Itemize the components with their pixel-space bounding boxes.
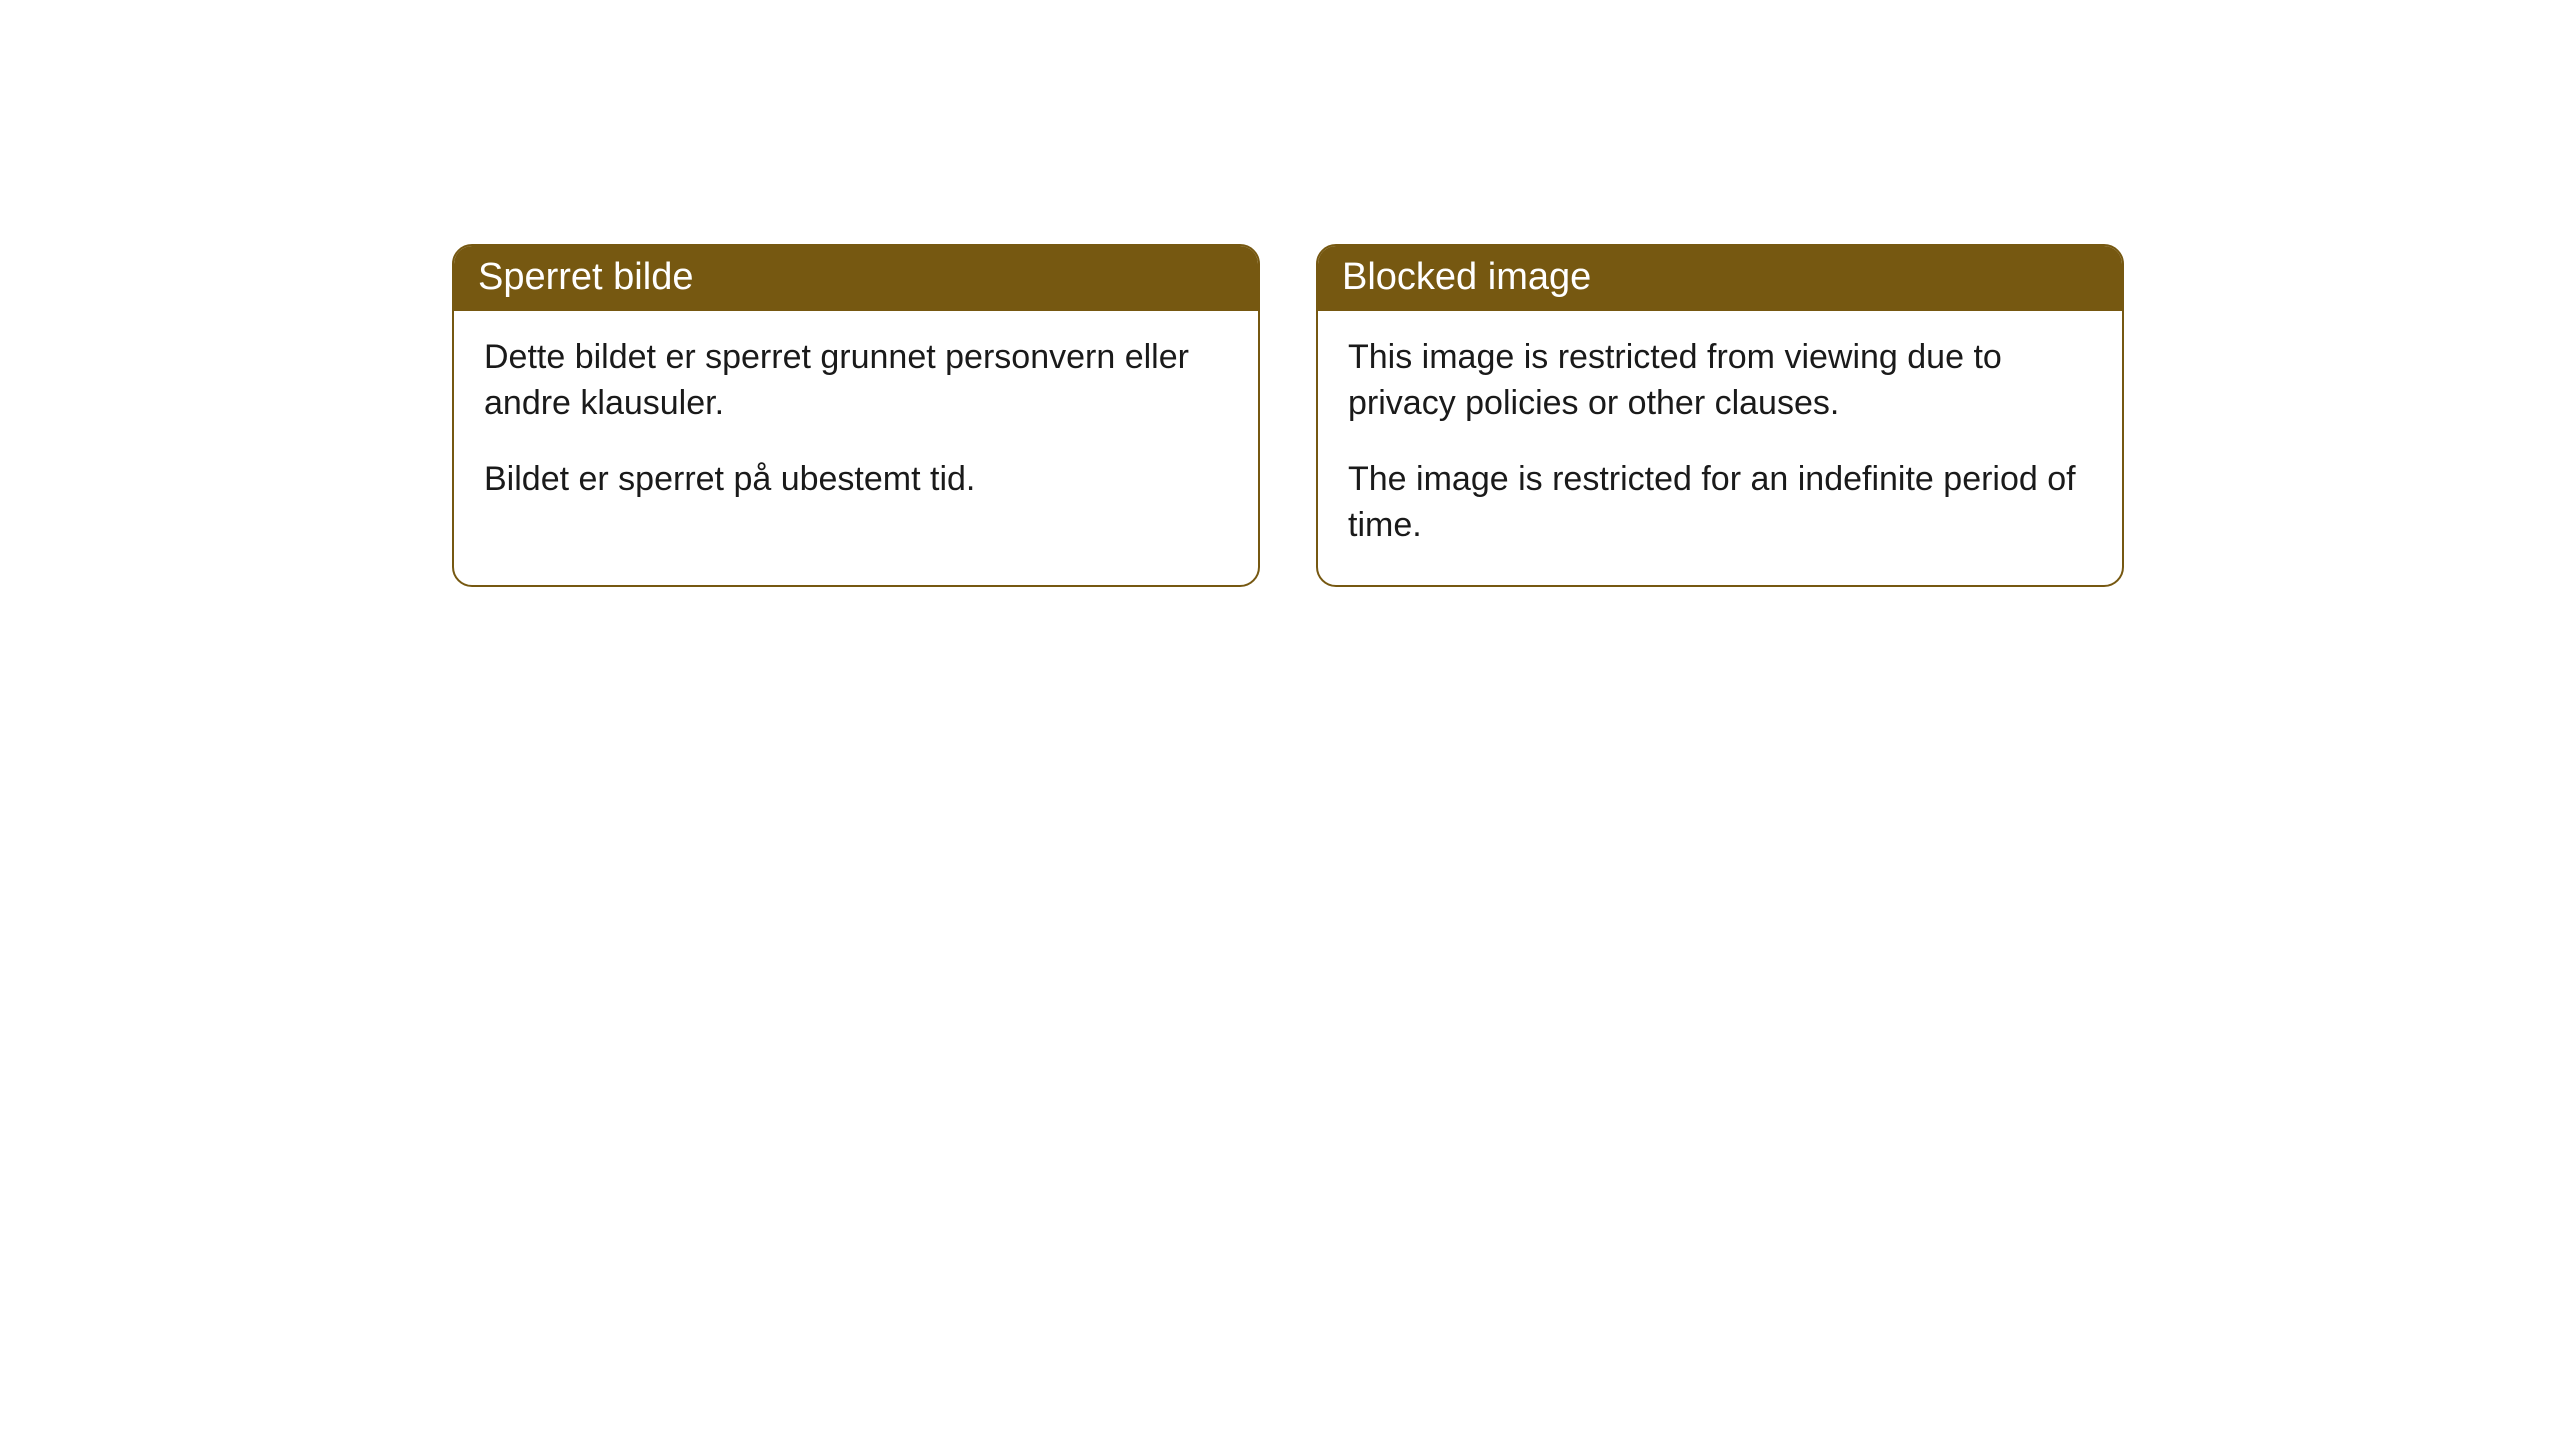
card-paragraph: Bildet er sperret på ubestemt tid. [484,457,1228,503]
blocked-image-card-norwegian: Sperret bilde Dette bildet er sperret gr… [452,244,1260,587]
card-header: Sperret bilde [454,246,1258,311]
card-paragraph: Dette bildet er sperret grunnet personve… [484,335,1228,427]
card-title: Sperret bilde [478,256,693,298]
card-body: Dette bildet er sperret grunnet personve… [454,311,1258,539]
card-paragraph: This image is restricted from viewing du… [1348,335,2092,427]
card-title: Blocked image [1342,256,1591,298]
card-paragraph: The image is restricted for an indefinit… [1348,457,2092,549]
card-body: This image is restricted from viewing du… [1318,311,2122,585]
notice-cards-container: Sperret bilde Dette bildet er sperret gr… [452,244,2560,587]
blocked-image-card-english: Blocked image This image is restricted f… [1316,244,2124,587]
card-header: Blocked image [1318,246,2122,311]
